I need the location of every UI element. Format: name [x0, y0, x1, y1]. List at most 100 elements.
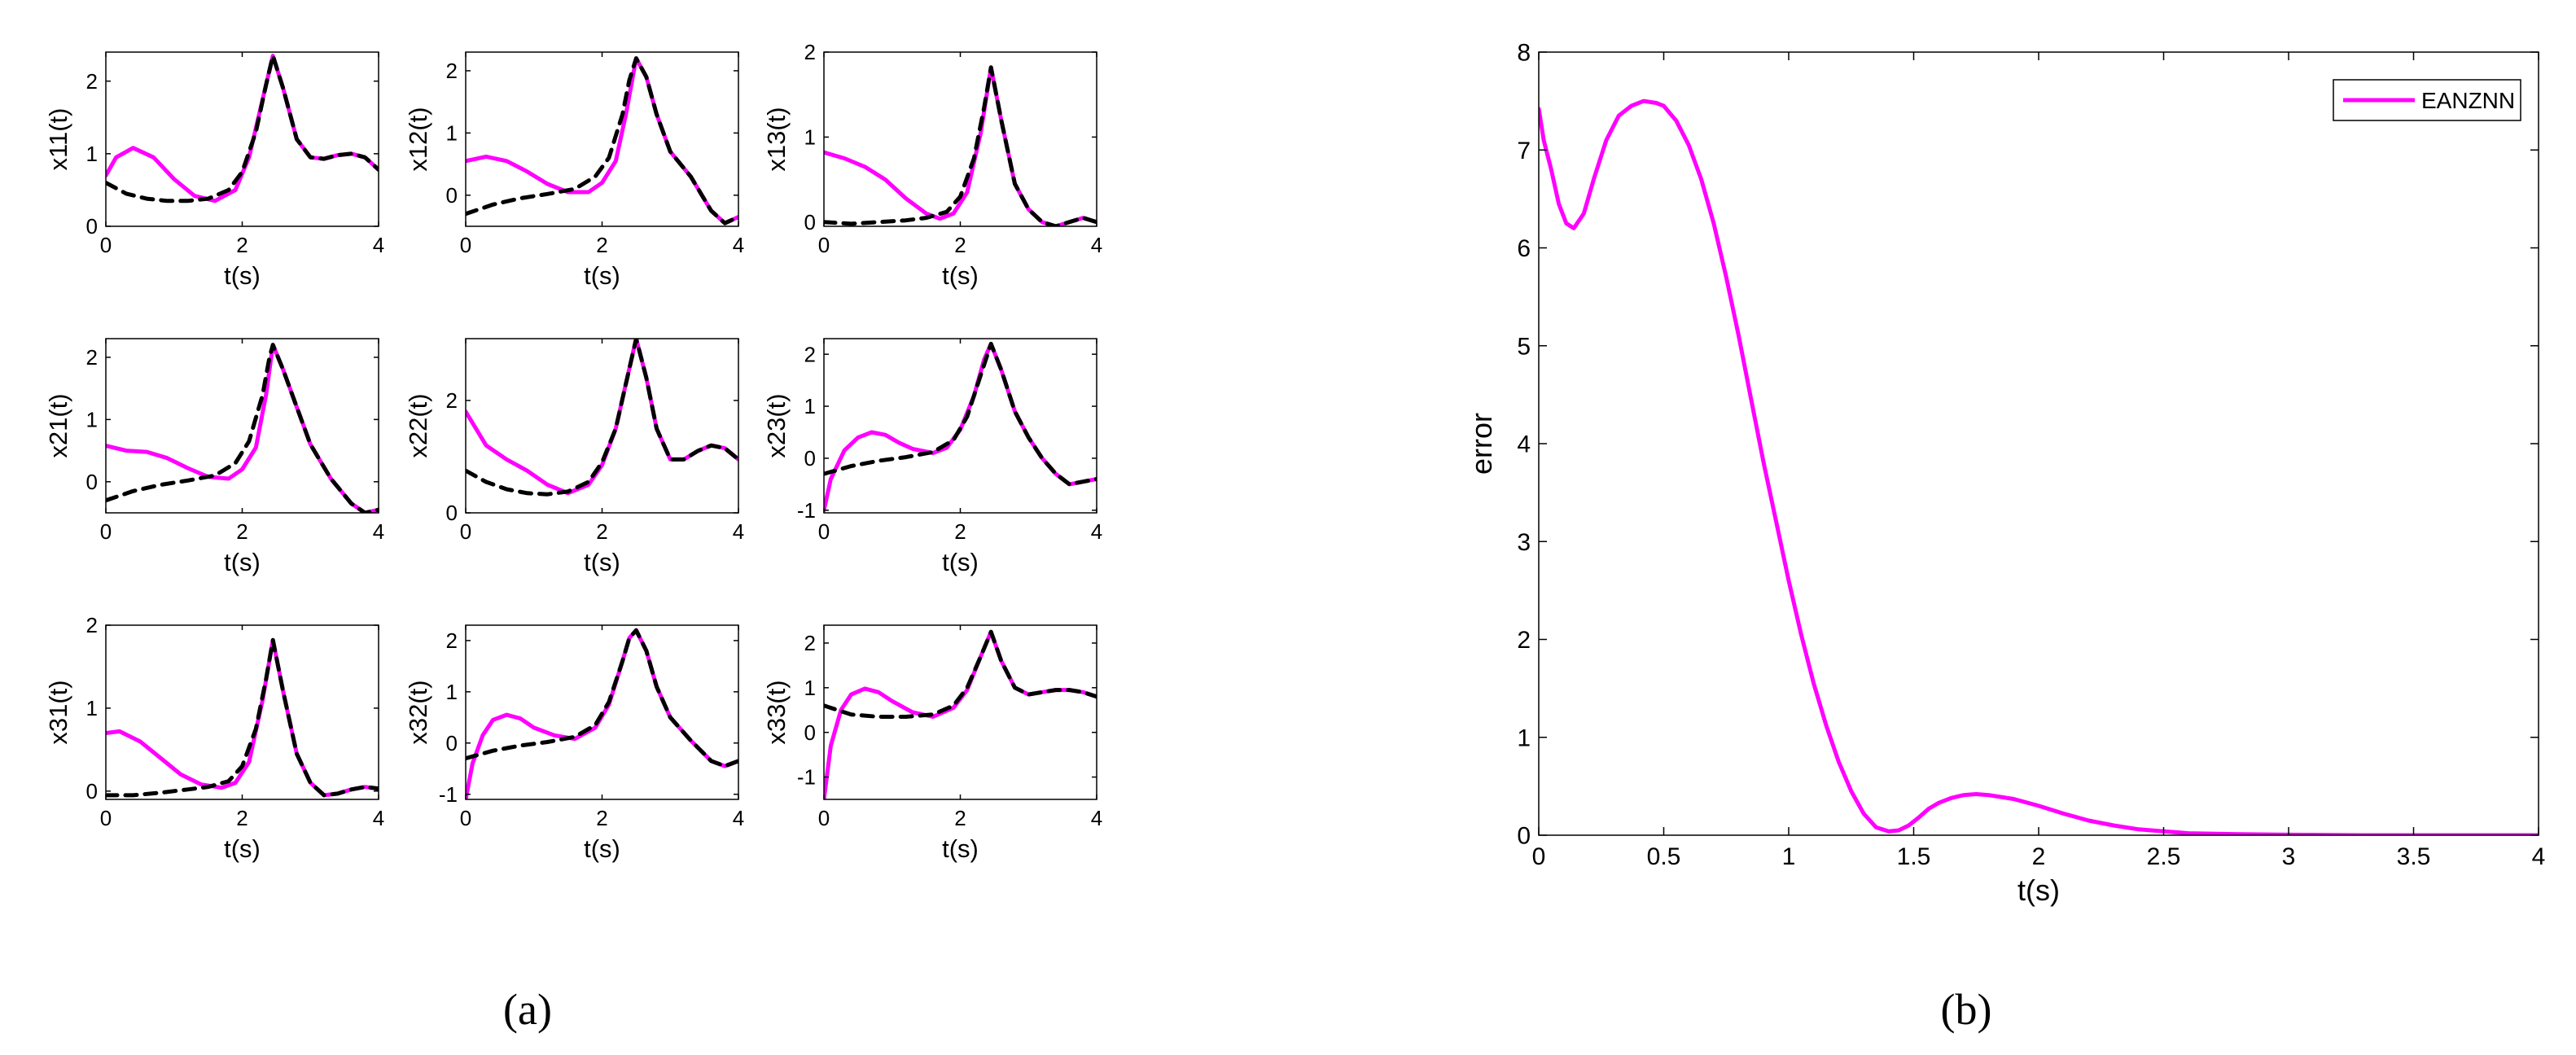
y-tick-label: 1: [804, 125, 816, 149]
x-tick-label: 2: [2032, 843, 2046, 870]
x-tick-label: 2: [236, 806, 248, 830]
series-line-theoretical: [824, 341, 1097, 487]
y-tick-label: 1: [446, 120, 458, 145]
x-tick-label: 3: [2282, 843, 2296, 870]
y-tick-label: 0: [446, 731, 458, 755]
series-line-theoretical: [466, 628, 738, 768]
y-tick-label: 1: [804, 394, 816, 418]
y-tick-label: 1: [86, 407, 98, 431]
y-tick-label: 1: [446, 680, 458, 704]
x-tick-label: 0: [100, 233, 112, 257]
x-tick-label: 4: [2532, 843, 2546, 870]
x-tick-label: 2: [954, 519, 966, 544]
y-axis-label: x32(t): [404, 680, 432, 744]
y-tick-label: 2: [86, 345, 98, 370]
chart-x21: 0 2 4 0 1 2 t(s) x21(t): [44, 338, 384, 576]
y-tick-label: 0: [804, 210, 816, 234]
y-tick-label: -1: [797, 765, 816, 790]
x-tick-label: 0: [818, 519, 830, 544]
x-tick-label: 2.5: [2147, 843, 2181, 870]
x-axis-label: t(s): [942, 261, 979, 290]
legend: EANZNN: [2333, 79, 2521, 121]
y-axis-label: x11(t): [44, 108, 72, 171]
y-tick-label: 7: [1517, 138, 1531, 164]
y-tick-label: 0: [86, 779, 98, 803]
y-tick-label: 2: [86, 613, 98, 637]
y-tick-label: 2: [446, 388, 458, 413]
x-tick-label: 2: [596, 806, 607, 830]
x-tick-label: 4: [733, 806, 744, 830]
y-tick-label: 2: [86, 69, 98, 94]
series-line-theoretical: [106, 637, 379, 798]
x-tick-label: 4: [373, 233, 384, 257]
panel-label-b: (b): [1941, 985, 1992, 1034]
y-tick-label: 5: [1517, 333, 1531, 360]
x-tick-label: 0: [100, 519, 112, 544]
x-tick-label: 4: [1091, 233, 1102, 257]
series-line-theoretical: [824, 65, 1097, 226]
x-tick-label: 0: [460, 233, 471, 257]
x-tick-label: 1: [1782, 843, 1796, 870]
series-line-proposed: [824, 65, 1097, 226]
x-axis-label: t(s): [942, 834, 979, 863]
x-axis-label: t(s): [942, 548, 979, 576]
y-tick-label: 2: [446, 59, 458, 83]
series-line-theoretical: [106, 343, 379, 513]
chart-x22: 0 2 4 0 2 t(s) x22(t): [404, 338, 744, 576]
series-line-theoretical: [824, 629, 1097, 719]
y-tick-label: 6: [1517, 235, 1531, 262]
series-line-theoretical: [106, 54, 379, 204]
x-tick-label: 2: [596, 233, 607, 257]
panel-a-subplots: 0 2 4 0 1 2 t(s) x11(t) 0 2 4 0 1 2 t(s) x12(t) 0 2 4 0 1 2 t(…: [44, 40, 1102, 863]
x-tick-label: 4: [373, 806, 384, 830]
chart-x31: 0 2 4 0 1 2 t(s) x31(t): [44, 613, 384, 863]
x-tick-label: 0: [100, 806, 112, 830]
x-axis-label: t(s): [224, 548, 261, 576]
x-tick-label: 2: [236, 233, 248, 257]
y-tick-label: 1: [804, 676, 816, 700]
y-axis-label: x12(t): [404, 107, 432, 171]
x-tick-label: 0: [460, 806, 471, 830]
y-tick-label: -1: [797, 498, 816, 523]
y-tick-label: 1: [1517, 724, 1531, 751]
x-tick-label: 4: [373, 519, 384, 544]
y-tick-label: 0: [446, 183, 458, 208]
x-tick-label: 2: [954, 233, 966, 257]
y-tick-label: 0: [86, 470, 98, 494]
panel-label-a: (a): [503, 985, 552, 1034]
x-tick-label: 2: [954, 806, 966, 830]
x-axis-label: t(s): [584, 834, 620, 863]
x-axis-label: t(s): [224, 261, 261, 290]
y-axis-label: x13(t): [762, 107, 791, 171]
y-tick-label: 2: [804, 40, 816, 64]
x-tick-label: 1.5: [1897, 843, 1931, 870]
x-axis-label: t(s): [224, 834, 261, 863]
y-tick-label: 0: [1517, 823, 1531, 850]
x-tick-label: 0: [1532, 843, 1546, 870]
y-tick-label: 2: [804, 631, 816, 655]
series-line-proposed: [1539, 98, 2539, 835]
x-tick-label: 0.5: [1647, 843, 1681, 870]
y-axis-label: x23(t): [762, 393, 791, 457]
y-tick-label: 0: [446, 501, 458, 525]
y-tick-label: 4: [1517, 431, 1531, 458]
y-tick-label: -1: [439, 782, 458, 807]
x-tick-label: 4: [733, 519, 744, 544]
y-tick-label: 0: [86, 214, 98, 239]
x-tick-label: 2: [596, 519, 607, 544]
y-tick-label: 0: [804, 720, 816, 745]
y-tick-label: 1: [86, 696, 98, 720]
y-tick-label: 2: [804, 342, 816, 366]
chart-error: 0 0.5 1 1.5 2 2.5 3 3.5 4 0 1 2 3 4 5 6 7 8 t(s) error EANZN…: [1465, 40, 2545, 908]
series-line-theoretical: [466, 56, 738, 225]
x-tick-label: 0: [818, 806, 830, 830]
series-line-theoretical: [466, 339, 738, 497]
chart-x11: 0 2 4 0 1 2 t(s) x11(t): [44, 51, 384, 290]
y-tick-label: 2: [1517, 627, 1531, 654]
x-axis-label: t(s): [584, 548, 620, 576]
x-tick-label: 3.5: [2397, 843, 2431, 870]
chart-x12: 0 2 4 0 1 2 t(s) x12(t): [404, 51, 744, 290]
